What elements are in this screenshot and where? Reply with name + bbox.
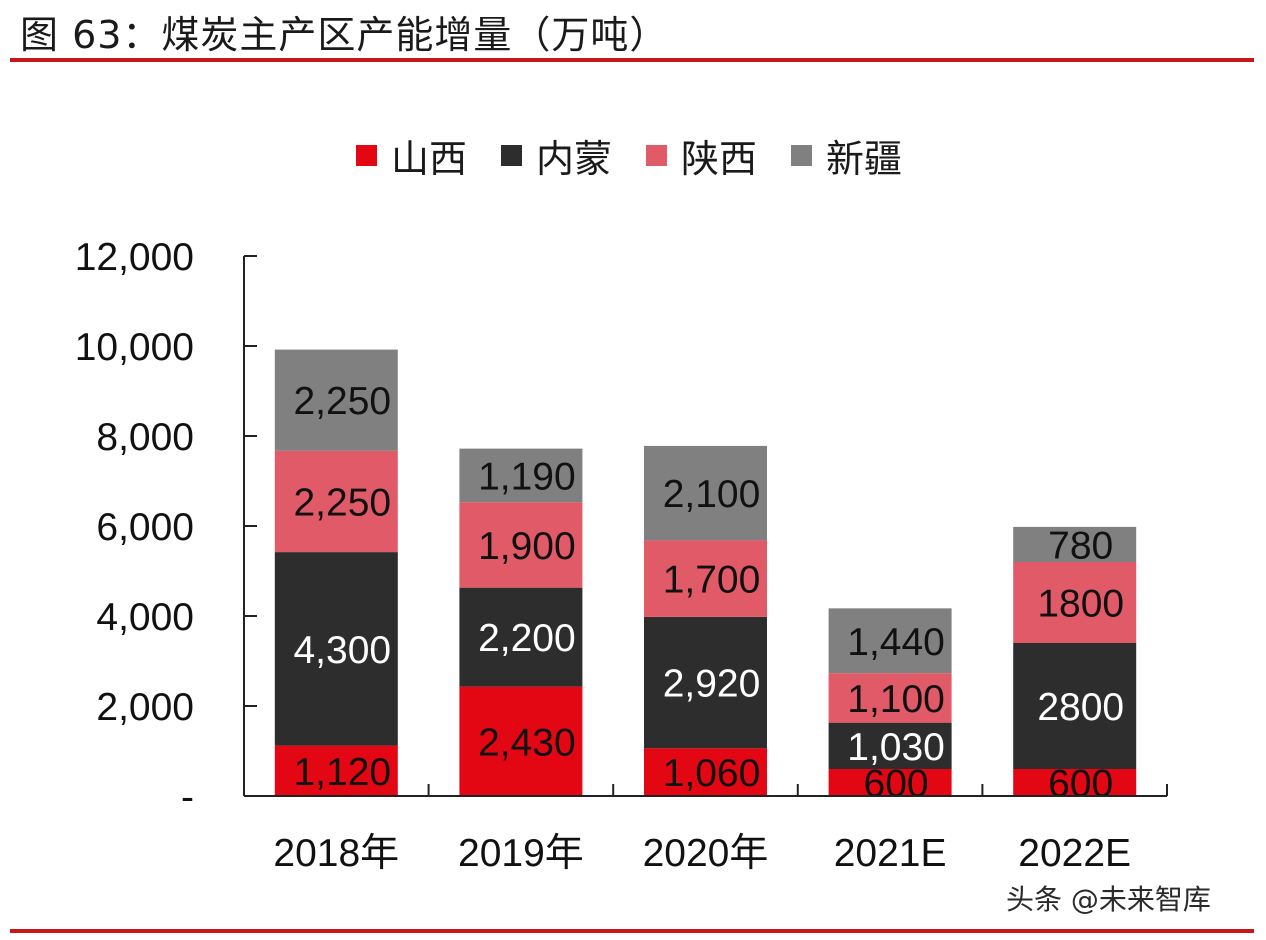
- data-label: 4,300: [293, 629, 391, 672]
- data-label: 600: [1048, 763, 1113, 806]
- bar-segment-山西-2020年: [644, 748, 767, 796]
- legend-label: 山西: [390, 137, 467, 181]
- data-label: 2,430: [478, 721, 576, 764]
- bar-segment-新疆-2019年: [459, 448, 583, 503]
- legend-label: 新疆: [826, 137, 903, 181]
- bar-segment-新疆-2020年: [644, 445, 767, 541]
- data-label: 2,250: [293, 481, 391, 524]
- bar-segment-内蒙-2022E: [1013, 643, 1137, 769]
- bar-segment-山西-2018年: [274, 745, 398, 796]
- x-tick-label: 2020年: [643, 832, 769, 875]
- y-tick-label: 6,000: [96, 506, 194, 549]
- legend-item: 陕西: [640, 128, 757, 183]
- top-divider: [10, 58, 1254, 62]
- data-label: 1,060: [663, 752, 761, 795]
- bar-segment-山西-2022E: [1013, 769, 1137, 796]
- y-tick-label: 8,000: [96, 416, 194, 459]
- bar-segment-内蒙-2020年: [644, 616, 767, 749]
- chart-legend: 山西 内蒙 陕西 新疆: [0, 128, 1266, 183]
- legend-item: 山西: [350, 128, 467, 183]
- bottom-divider: [10, 929, 1254, 933]
- data-label: 2,200: [478, 617, 576, 660]
- y-tick-label: 12,000: [75, 236, 194, 279]
- data-label: 2,100: [663, 473, 761, 516]
- y-tick-label: 2,000: [96, 686, 194, 729]
- legend-swatch: [355, 145, 377, 166]
- data-label: 1,900: [478, 525, 576, 568]
- data-label: 1,120: [293, 751, 391, 794]
- bar-segment-新疆-2021E: [828, 608, 952, 674]
- bar-segment-新疆-2018年: [274, 349, 398, 451]
- y-tick-label: -: [181, 776, 194, 819]
- data-label: 1,030: [847, 726, 945, 769]
- legend-swatch: [500, 145, 522, 166]
- x-tick-label: 2019年: [458, 832, 584, 875]
- data-label: 600: [864, 763, 929, 806]
- data-label: 1,190: [478, 455, 576, 498]
- data-label: 2,250: [293, 380, 391, 423]
- bar-segment-陕西-2020年: [644, 540, 767, 617]
- bar-segment-陕西-2019年: [459, 502, 583, 588]
- y-tick-label: 10,000: [75, 326, 194, 369]
- x-tick-label: 2022E: [1018, 832, 1131, 875]
- data-label: 780: [1048, 524, 1113, 567]
- figure-title: 图 63：煤炭主产区产能增量（万吨）: [20, 13, 669, 57]
- legend-item: 新疆: [785, 128, 902, 183]
- data-label: 2800: [1037, 686, 1124, 729]
- bar-segment-内蒙-2019年: [459, 587, 583, 687]
- legend-swatch: [646, 145, 667, 166]
- legend-label: 内蒙: [535, 137, 612, 181]
- bar-segment-陕西-2021E: [828, 673, 952, 723]
- bar-segment-山西-2021E: [828, 769, 952, 796]
- bar-segment-陕西-2018年: [274, 450, 398, 553]
- watermark-text: 头条 @未来智库: [1006, 883, 1211, 916]
- bar-segment-陕西-2022E: [1013, 562, 1137, 643]
- data-label: 2,920: [663, 663, 761, 706]
- bar-segment-内蒙-2018年: [274, 552, 398, 746]
- legend-label: 陕西: [681, 137, 758, 181]
- data-label: 1,700: [663, 559, 761, 602]
- bar-segment-山西-2019年: [459, 686, 583, 796]
- x-tick-label: 2018年: [273, 832, 399, 875]
- x-tick-label: 2021E: [834, 832, 947, 875]
- data-label: 1800: [1037, 583, 1124, 626]
- y-tick-label: 4,000: [96, 596, 194, 639]
- bar-segment-新疆-2022E: [1013, 526, 1137, 562]
- legend-swatch: [791, 145, 813, 166]
- bar-segment-内蒙-2021E: [828, 722, 952, 769]
- data-label: 1,100: [847, 678, 945, 721]
- legend-item: 内蒙: [495, 128, 612, 183]
- data-label: 1,440: [847, 621, 945, 664]
